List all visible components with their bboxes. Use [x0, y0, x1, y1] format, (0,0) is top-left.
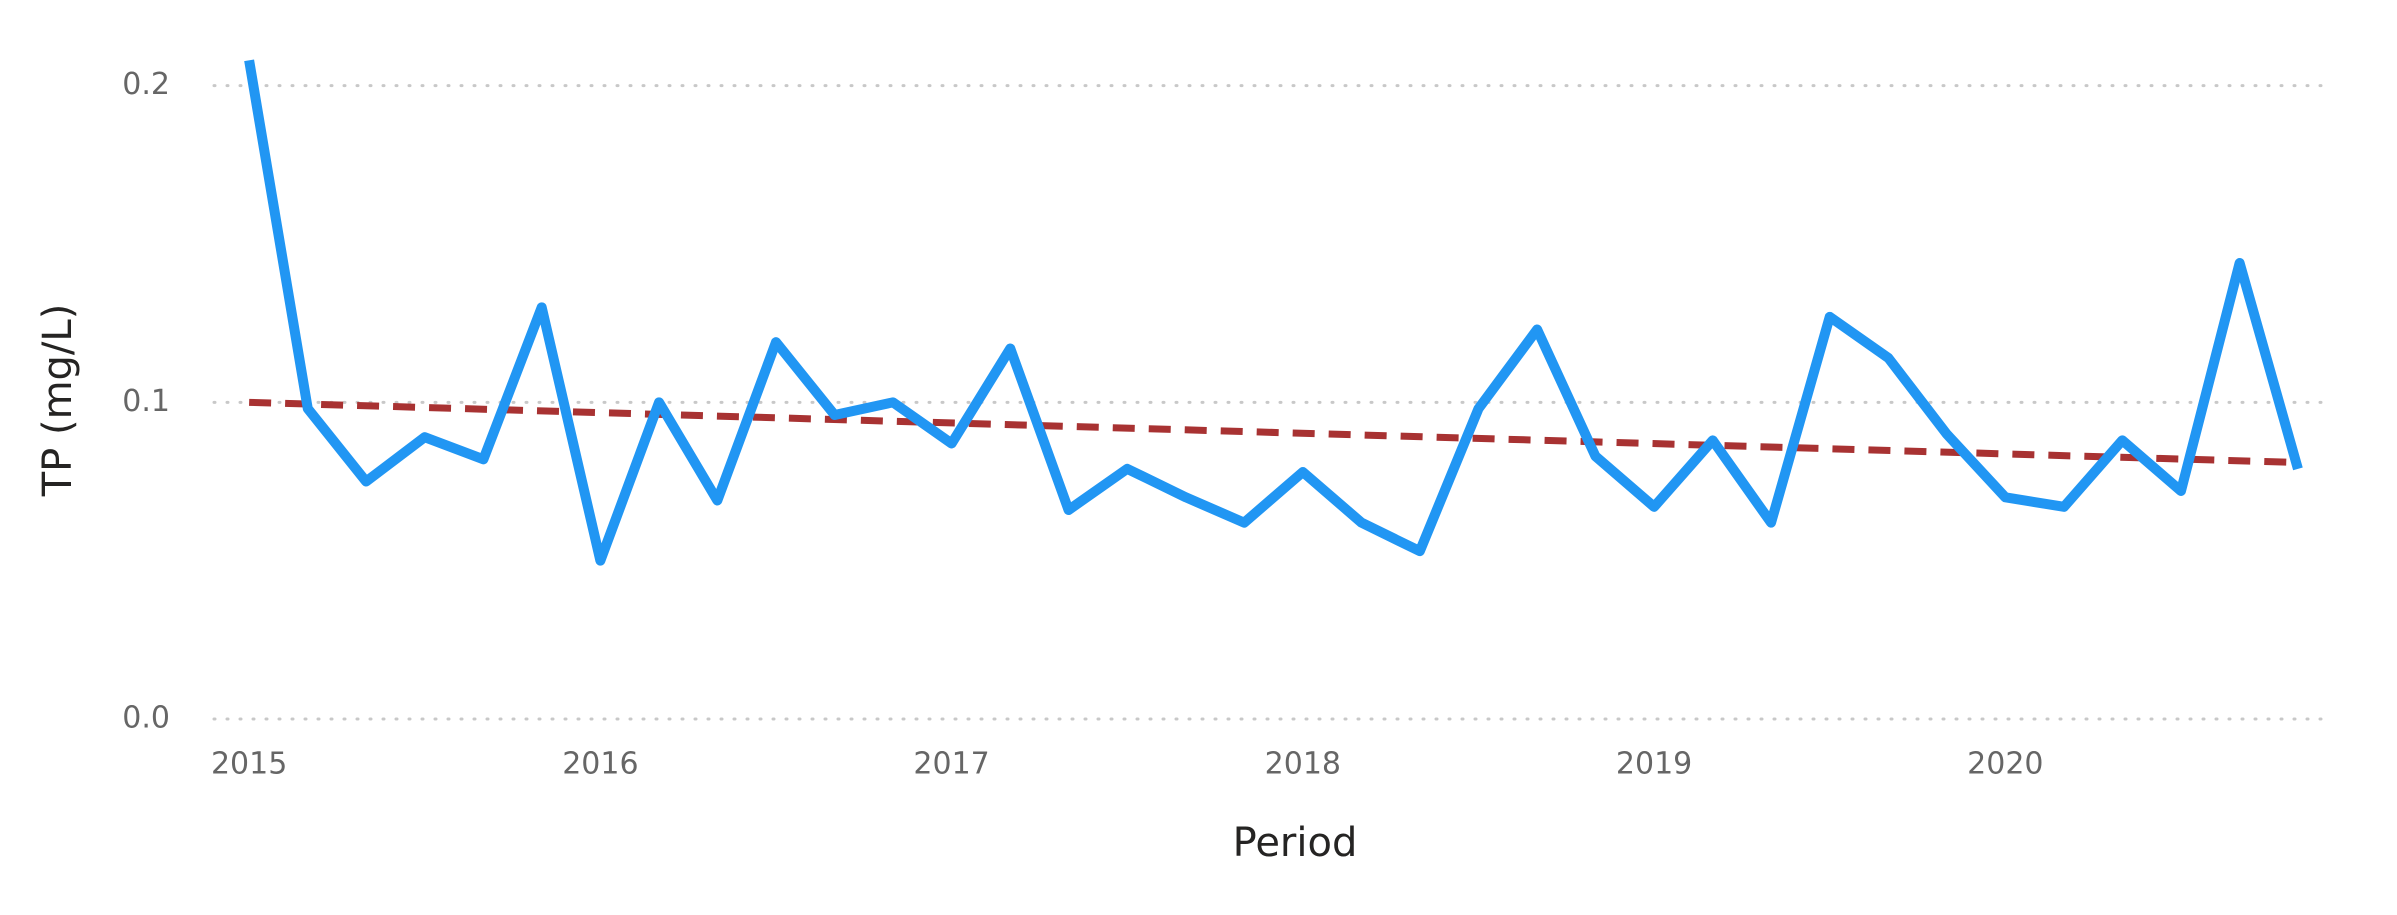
x-tick-label: 2016 [562, 747, 638, 782]
x-tick-label: 2020 [1967, 747, 2043, 782]
data-line [244, 59, 2303, 566]
x-tick-label: 2017 [913, 747, 989, 782]
x-tick-label: 2019 [1616, 747, 1692, 782]
x-axis-title: Period [1233, 820, 1358, 866]
x-tick-label: 2018 [1265, 747, 1341, 782]
y-tick-label: 0.1 [122, 384, 170, 419]
y-axis-title: TP (mg/L) [35, 304, 81, 498]
y-tick-label: 0.2 [122, 67, 170, 102]
trend-line [249, 398, 2299, 466]
y-tick-label: 0.0 [122, 701, 170, 736]
x-tick-label: 2015 [211, 747, 287, 782]
